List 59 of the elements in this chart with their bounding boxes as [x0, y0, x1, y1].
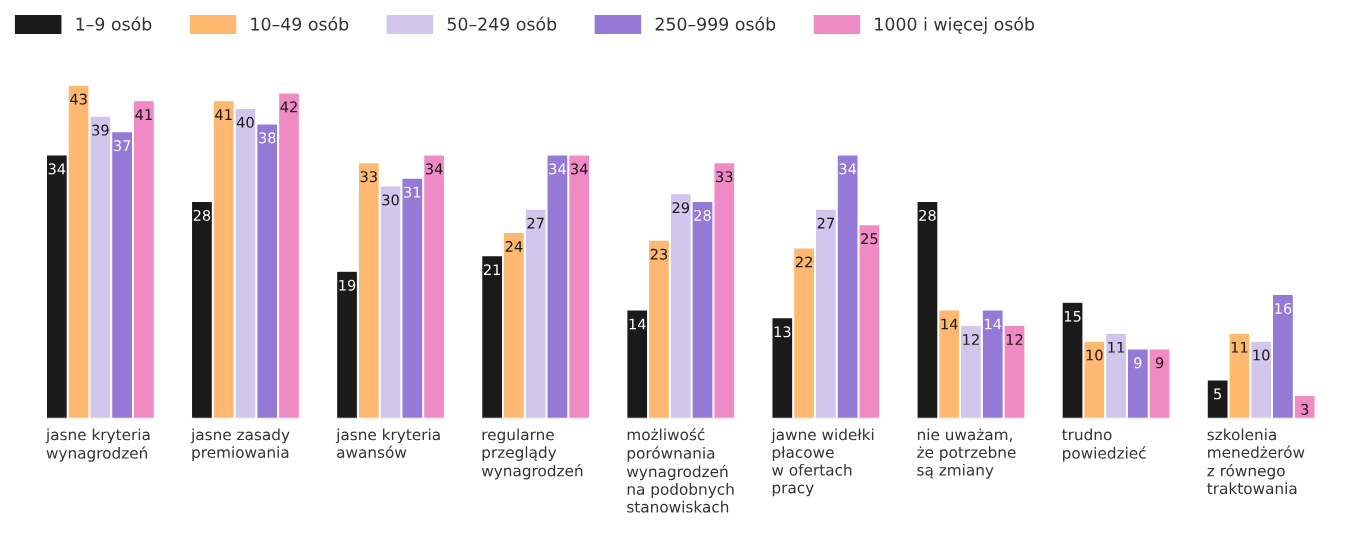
data-label: 19 [339, 279, 356, 291]
data-label: 28 [193, 209, 211, 221]
data-label: 15 [1064, 310, 1081, 322]
data-label: 22 [795, 256, 812, 268]
data-label: 23 [650, 248, 668, 260]
data-label: 39 [92, 124, 109, 136]
data-label: 41 [215, 109, 232, 120]
data-label: 5 [1214, 388, 1222, 400]
data-label: 9 [1134, 357, 1142, 369]
legend-label: 250–999 osób [655, 16, 776, 31]
data-label: 34 [549, 163, 566, 175]
x-tick-label: jasne zasady premiowania [190, 428, 290, 461]
x-tick-label: szkolenia menedżerów z równego traktowania [1207, 428, 1305, 495]
legend-label: 10–49 osób [251, 16, 349, 31]
data-label: 34 [839, 163, 857, 175]
x-tick-label: jasne kryteria wynagrodzeń [45, 428, 150, 462]
data-label: 11 [1108, 341, 1124, 353]
data-label: 14 [629, 318, 646, 330]
x-tick-label: możliwość porównania wynagrodzeń na podobnych stanowiskach [626, 427, 734, 513]
data-label: 12 [1006, 334, 1023, 345]
x-tick-label: jasne kryteria awansów [335, 428, 440, 459]
data-label: 10 [1253, 349, 1270, 361]
data-label: 42 [280, 101, 297, 113]
data-label: 27 [817, 217, 834, 229]
x-tick-label: trudno powiedzieć [1062, 428, 1146, 462]
data-label: 10 [1086, 349, 1103, 361]
x-tick-label: nie uważam, że potrzebne są zmiany [917, 428, 1016, 479]
data-label: 31 [404, 186, 421, 198]
data-label: 28 [694, 209, 711, 221]
data-label: 21 [483, 264, 501, 276]
data-label: 40 [236, 116, 254, 128]
data-label: 37 [113, 140, 131, 152]
data-label: 24 [505, 240, 523, 252]
data-label: 3 [1301, 403, 1309, 415]
x-tick-label: jawne widełki płacowe w ofertach pracy [771, 428, 874, 497]
data-label: 41 [135, 109, 152, 120]
data-label: 34 [425, 163, 443, 175]
data-label: 33 [716, 171, 733, 183]
legend-label: 50–249 osób [447, 16, 557, 31]
data-label: 38 [259, 132, 276, 144]
data-label: 13 [774, 326, 791, 338]
data-label: 25 [861, 233, 878, 245]
data-label: 33 [360, 171, 377, 183]
legend-label: 1–9 osób [76, 16, 152, 31]
data-label: 16 [1275, 302, 1292, 315]
data-label: 9 [1155, 357, 1164, 369]
data-label: 29 [672, 202, 690, 214]
data-label: 34 [48, 163, 66, 175]
data-label: 27 [527, 217, 544, 229]
legend-label: 1000 i więcej osób [875, 16, 1035, 34]
data-label: 34 [571, 163, 588, 175]
data-label: 14 [985, 318, 1002, 330]
data-label: 14 [941, 318, 958, 330]
data-label: 30 [382, 194, 399, 206]
data-label: 11 [1231, 341, 1248, 353]
x-tick-label: regularne przeglądy wynagrodzeń [481, 428, 583, 480]
data-label: 28 [919, 209, 936, 221]
data-label: 43 [70, 93, 87, 105]
data-label: 12 [963, 334, 979, 345]
